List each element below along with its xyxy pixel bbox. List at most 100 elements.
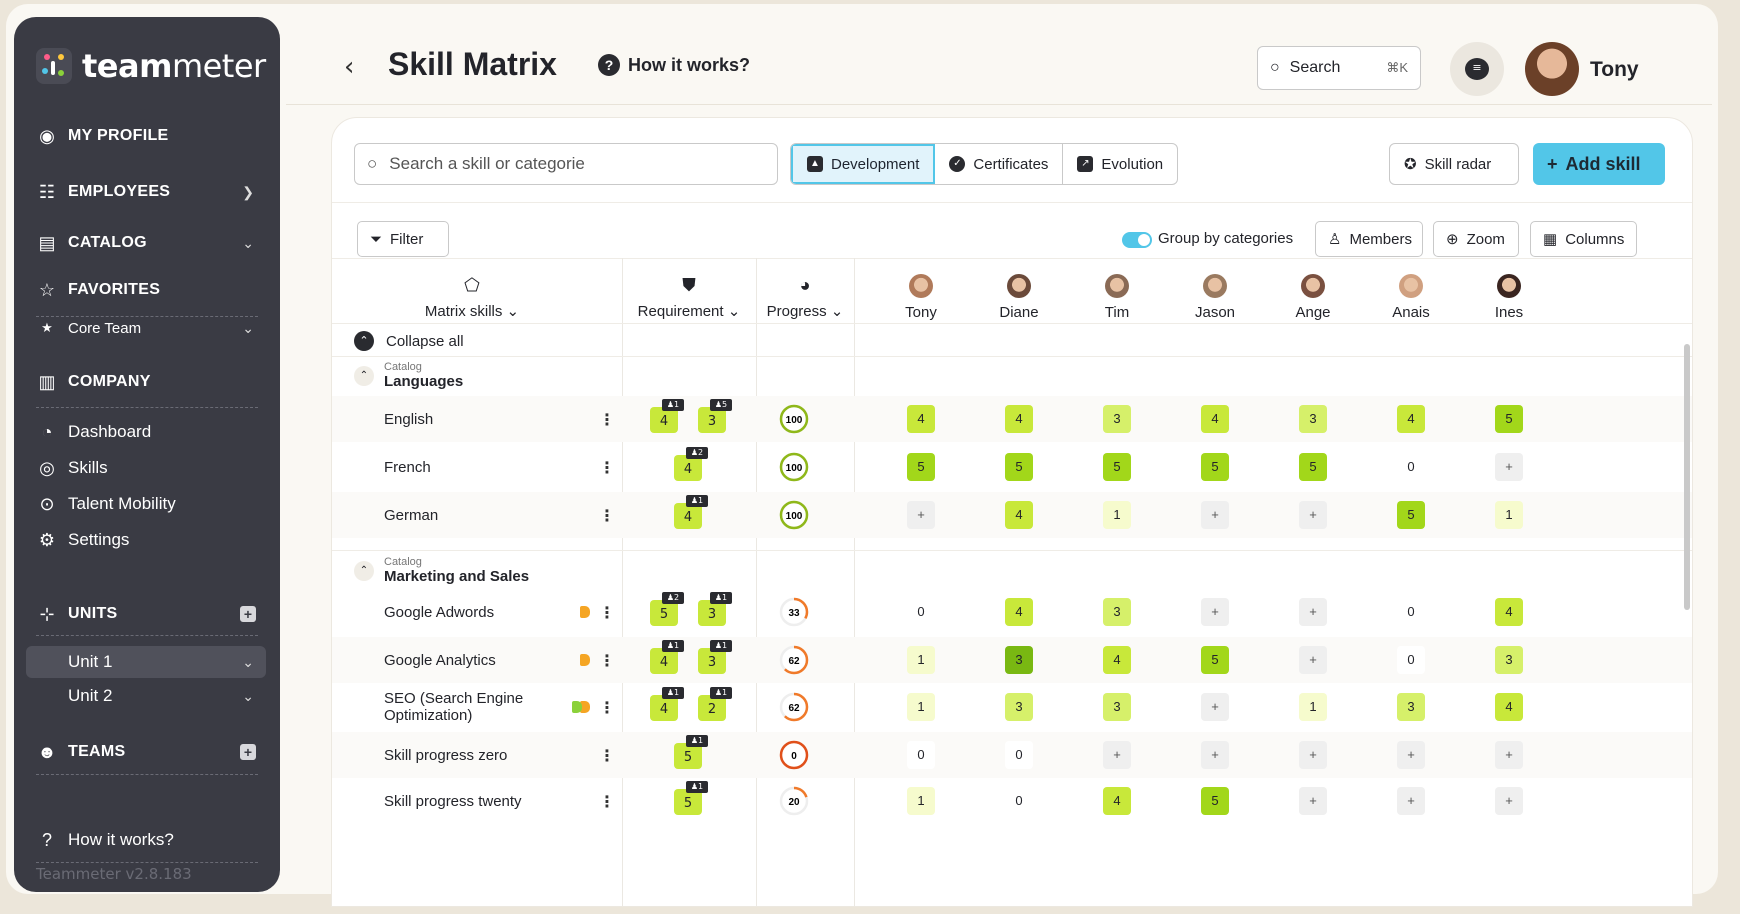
skill-level-cell[interactable]: 3 (1495, 646, 1523, 674)
requirement-badge[interactable]: ♟2 4 (674, 447, 708, 481)
skill-level-cell[interactable]: 3 (1397, 693, 1425, 721)
skill-level-cell[interactable]: 0 (1397, 453, 1425, 481)
nav-core-team[interactable]: ★ Core Team ⌄ (14, 315, 280, 341)
skill-level-cell[interactable]: 3 (1103, 598, 1131, 626)
skill-level-cell[interactable]: + (1201, 741, 1229, 769)
nav-units[interactable]: ⊹ UNITS + (14, 599, 280, 629)
collapse-all-button[interactable]: ⌃ Collapse all (354, 331, 464, 351)
requirement-badge[interactable]: ♟1 4 (650, 399, 684, 433)
nav-dashboard[interactable]: ◔ Dashboard (14, 417, 280, 447)
more-options-icon[interactable]: ⋮ (599, 791, 615, 811)
skill-level-cell[interactable]: 1 (907, 787, 935, 815)
skill-radar-button[interactable]: ✪ Skill radar (1389, 143, 1519, 185)
nav-teams[interactable]: ☻ TEAMS + (14, 737, 280, 767)
skill-level-cell[interactable]: 4 (1103, 787, 1131, 815)
zoom-button[interactable]: ⊕ Zoom (1433, 221, 1519, 257)
how-it-works-link[interactable]: ? How it works? (598, 54, 750, 76)
skill-search-input[interactable]: ○ Search a skill or categorie (354, 143, 778, 185)
skill-level-cell[interactable]: 4 (1005, 405, 1033, 433)
nav-my-profile[interactable]: ◉ MY PROFILE (14, 121, 280, 151)
skill-level-cell[interactable]: + (907, 501, 935, 529)
skill-level-cell[interactable]: 0 (1005, 741, 1033, 769)
skill-name[interactable]: Google Analytics (384, 651, 496, 669)
skill-level-cell[interactable]: + (1299, 501, 1327, 529)
category-header[interactable]: ⌃ Catalog Languages (354, 361, 463, 390)
skill-level-cell[interactable]: 4 (907, 405, 935, 433)
tab-certificates[interactable]: ✓ Certificates (935, 144, 1064, 184)
requirement-badge[interactable]: ♟5 3 (698, 399, 732, 433)
skill-name[interactable]: Google Adwords (384, 603, 495, 621)
skill-level-cell[interactable]: 4 (1103, 646, 1131, 674)
requirement-badge[interactable]: ♟1 3 (698, 640, 732, 674)
skill-level-cell[interactable]: 0 (1397, 646, 1425, 674)
brand-logo[interactable]: teammeter (36, 47, 266, 85)
group-by-toggle[interactable] (1122, 232, 1152, 248)
global-search[interactable]: ○ Search ⌘K (1257, 46, 1421, 90)
tab-evolution[interactable]: ↗ Evolution (1063, 144, 1177, 184)
nav-how-it-works[interactable]: ? How it works? (14, 825, 280, 855)
skill-level-cell[interactable]: 1 (907, 646, 935, 674)
skill-level-cell[interactable]: + (1495, 787, 1523, 815)
skill-level-cell[interactable]: 5 (1495, 405, 1523, 433)
skill-level-cell[interactable]: 3 (1103, 405, 1131, 433)
add-unit-icon[interactable]: + (240, 606, 256, 622)
skill-level-cell[interactable]: 3 (1005, 646, 1033, 674)
skill-name[interactable]: SEO (Search Engine Optimization) (384, 690, 524, 724)
skill-level-cell[interactable]: + (1299, 741, 1327, 769)
skill-level-cell[interactable]: 5 (1299, 453, 1327, 481)
column-person[interactable]: Tim (1072, 260, 1162, 334)
nav-favorites[interactable]: ☆ FAVORITES (14, 275, 280, 305)
requirement-badge[interactable]: ♟2 5 (650, 592, 684, 626)
nav-settings[interactable]: ⚙ Settings (14, 525, 280, 555)
category-header[interactable]: ⌃ Catalog Marketing and Sales (354, 556, 529, 585)
skill-level-cell[interactable]: 3 (1005, 693, 1033, 721)
more-options-icon[interactable]: ⋮ (599, 505, 615, 525)
skill-level-cell[interactable]: 5 (907, 453, 935, 481)
skill-level-cell[interactable]: + (1201, 598, 1229, 626)
nav-talent-mobility[interactable]: ⊙ Talent Mobility (14, 489, 280, 519)
skill-name[interactable]: French (384, 458, 431, 476)
skill-level-cell[interactable]: + (1397, 787, 1425, 815)
skill-level-cell[interactable]: 1 (907, 693, 935, 721)
nav-unit-2[interactable]: Unit 2 ⌄ (68, 686, 254, 705)
nav-catalog[interactable]: ▤ CATALOG ⌄ (14, 228, 280, 258)
skill-level-cell[interactable]: + (1495, 741, 1523, 769)
skill-level-cell[interactable]: 0 (1005, 787, 1033, 815)
skill-level-cell[interactable]: 5 (1201, 453, 1229, 481)
requirement-badge[interactable]: ♟1 5 (674, 735, 708, 769)
skill-level-cell[interactable]: + (1495, 453, 1523, 481)
skill-level-cell[interactable]: + (1397, 741, 1425, 769)
column-person[interactable]: Ange (1268, 260, 1358, 334)
scrollbar[interactable] (1684, 344, 1690, 610)
more-options-icon[interactable]: ⋮ (599, 409, 615, 429)
skill-level-cell[interactable]: 4 (1201, 405, 1229, 433)
skill-level-cell[interactable]: + (1201, 501, 1229, 529)
skill-name[interactable]: English (384, 410, 434, 428)
add-skill-button[interactable]: + Add skill (1533, 143, 1665, 185)
add-team-icon[interactable]: + (240, 744, 256, 760)
more-options-icon[interactable]: ⋮ (599, 457, 615, 477)
skill-name[interactable]: Skill progress zero (384, 746, 508, 764)
nav-unit-1[interactable]: Unit 1 ⌄ (68, 652, 254, 671)
column-progress[interactable]: ◕ Progress ⌄ (766, 274, 844, 320)
skill-name[interactable]: Skill progress twenty (384, 792, 522, 810)
members-button[interactable]: ♙ Members (1315, 221, 1423, 257)
skill-level-cell[interactable]: 5 (1201, 646, 1229, 674)
column-person[interactable]: Tony (876, 260, 966, 334)
column-person[interactable]: Jason (1170, 260, 1260, 334)
skill-level-cell[interactable]: + (1201, 693, 1229, 721)
nav-skills[interactable]: ◎ Skills (14, 453, 280, 483)
requirement-badge[interactable]: ♟1 4 (650, 640, 684, 674)
skill-level-cell[interactable]: 4 (1495, 598, 1523, 626)
nav-company[interactable]: ▥ COMPANY (14, 367, 280, 397)
chat-button[interactable]: ≡ (1450, 42, 1504, 96)
more-options-icon[interactable]: ⋮ (599, 697, 615, 717)
more-options-icon[interactable]: ⋮ (599, 602, 615, 622)
back-button[interactable]: ‹ (344, 52, 355, 82)
skill-level-cell[interactable]: 1 (1495, 501, 1523, 529)
skill-level-cell[interactable]: 4 (1005, 598, 1033, 626)
skill-level-cell[interactable]: 4 (1397, 405, 1425, 433)
column-person[interactable]: Anais (1366, 260, 1456, 334)
more-options-icon[interactable]: ⋮ (599, 745, 615, 765)
avatar[interactable] (1525, 42, 1579, 96)
